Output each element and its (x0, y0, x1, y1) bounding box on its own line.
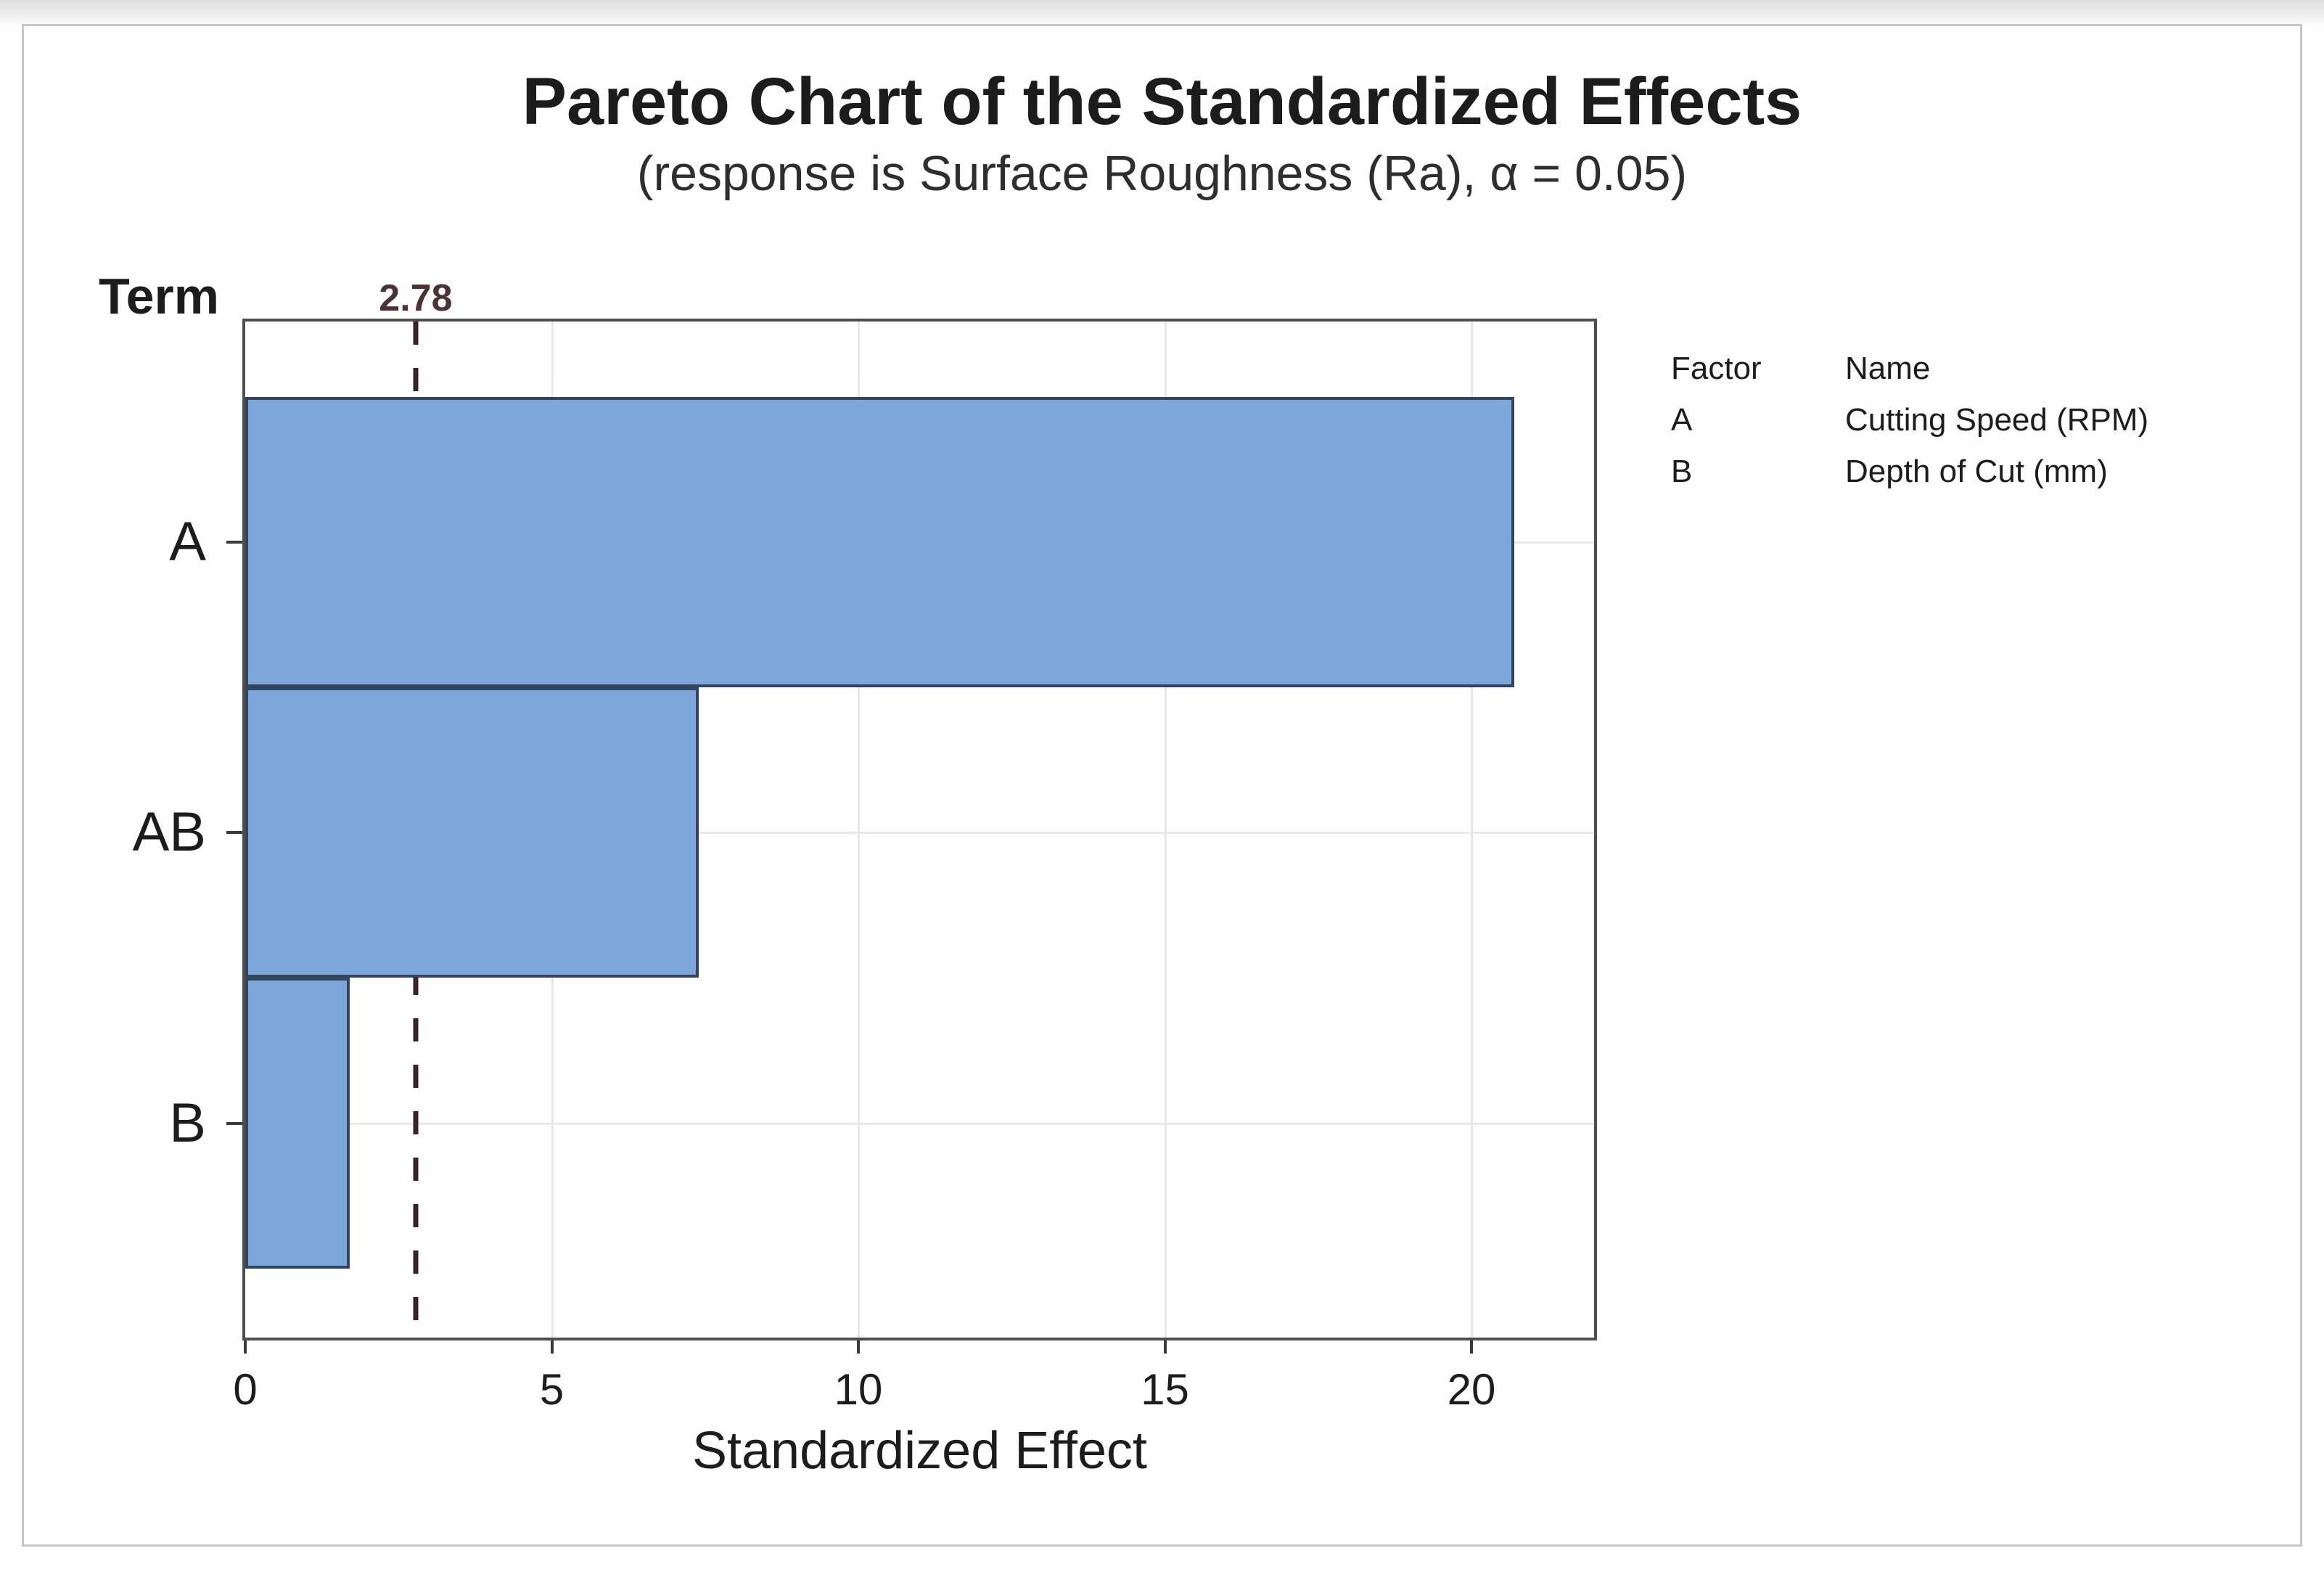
x-tick-label: 20 (1447, 1365, 1496, 1414)
y-tick (226, 831, 242, 835)
gridline-horizontal (245, 832, 1594, 835)
legend-name-cell-A: Cutting Speed (RPM) (1845, 401, 2149, 438)
x-axis-title: Standardized Effect (691, 1422, 1148, 1480)
x-tick-label: 10 (834, 1365, 883, 1414)
legend-factor-cell-A: A (1671, 401, 1693, 438)
legend: Factor Name A Cutting Speed (RPM) B Dept… (1671, 343, 2148, 497)
y-tick (226, 1121, 242, 1125)
x-tick (1163, 1340, 1167, 1354)
x-tick (550, 1340, 554, 1354)
chart-title: Pareto Chart of the Standardized Effects (522, 65, 1802, 139)
gridline-vertical (1164, 322, 1167, 1338)
legend-name-cell-B: Depth of Cut (mm) (1845, 453, 2108, 489)
page-top-edge (0, 0, 2324, 24)
gridline-vertical (1471, 322, 1473, 1338)
bar-AB (245, 687, 699, 978)
y-category-label-AB: AB (132, 801, 206, 864)
gridline-vertical (858, 322, 860, 1338)
x-tick-label: 15 (1141, 1365, 1189, 1414)
y-axis-title: Term (99, 268, 219, 324)
y-tick (226, 540, 242, 544)
x-tick-label: 5 (539, 1365, 564, 1414)
y-category-label-B: B (169, 1092, 206, 1154)
bar-A (245, 396, 1515, 687)
y-axis-categories: A AB B (46, 322, 206, 1338)
x-tick (244, 1340, 247, 1354)
x-axis: 0 5 10 15 20 (233, 1340, 1594, 1457)
y-axis-ticks (226, 322, 242, 1338)
legend-header-name: Name (1845, 350, 1931, 386)
gridline-horizontal (245, 1122, 1594, 1125)
x-tick (857, 1340, 860, 1354)
chart-subtitle: (response is Surface Roughness (Ra), α =… (636, 146, 1688, 201)
legend-header-factor: Factor (1671, 350, 1762, 386)
legend-factor-cell-B: B (1671, 453, 1693, 489)
plot-area: 2.78 (242, 277, 1597, 1340)
x-tick-label: 0 (233, 1365, 258, 1414)
bar-B (245, 978, 350, 1269)
y-category-label-A: A (169, 510, 206, 573)
x-tick (1470, 1340, 1473, 1354)
reference-line-label: 2.78 (379, 277, 453, 319)
